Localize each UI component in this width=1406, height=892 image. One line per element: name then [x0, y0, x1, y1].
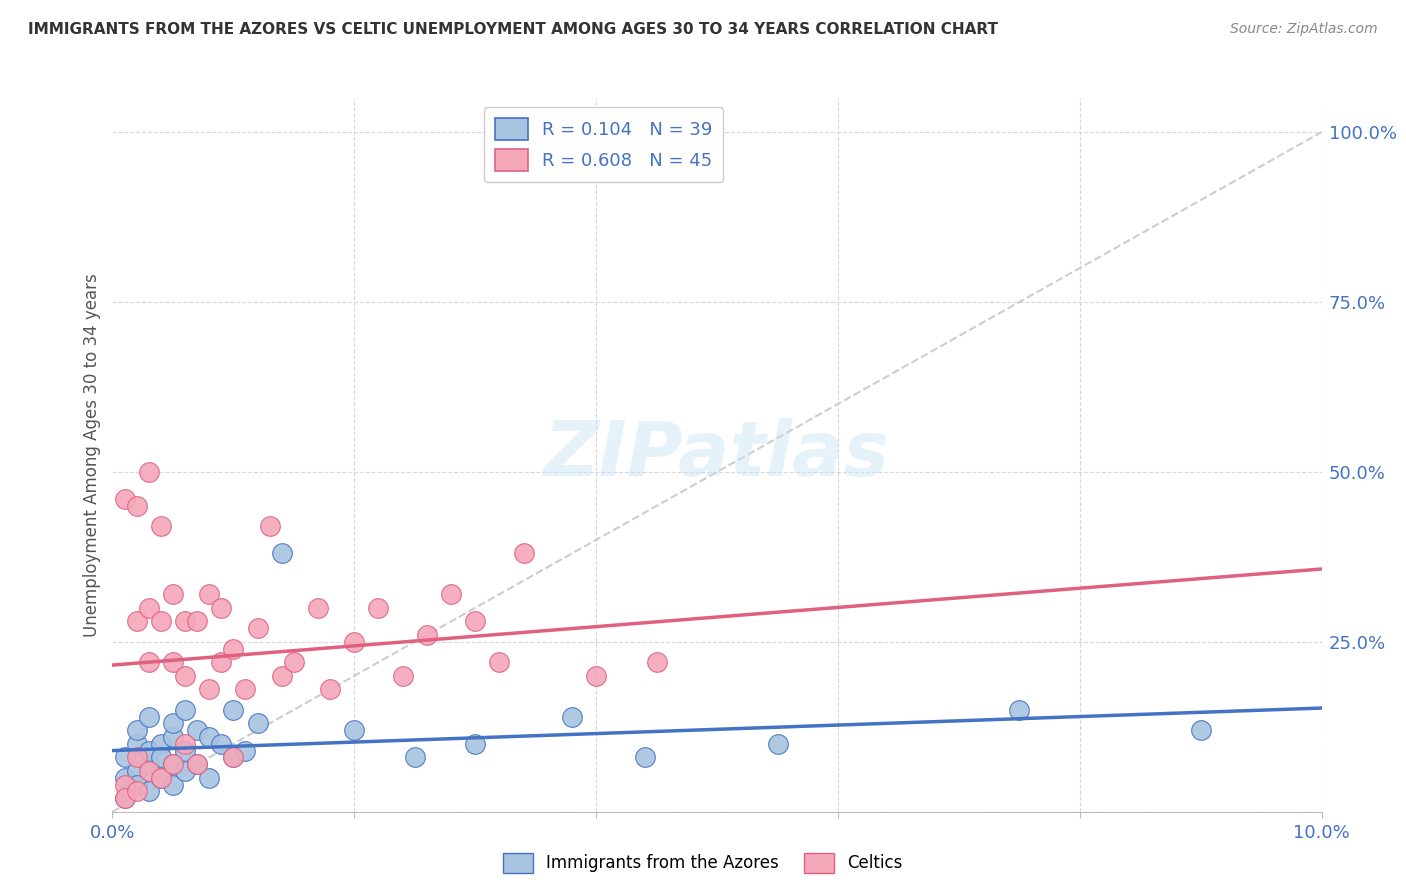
Point [114, 750, 136, 764]
Point [125, 499, 148, 513]
Point [125, 615, 148, 629]
Point [149, 519, 172, 533]
Point [512, 546, 534, 560]
Point [162, 587, 184, 601]
Point [1008, 703, 1031, 717]
Point [114, 492, 136, 507]
Text: IMMIGRANTS FROM THE AZORES VS CELTIC UNEMPLOYMENT AMONG AGES 30 TO 34 YEARS CORR: IMMIGRANTS FROM THE AZORES VS CELTIC UNE… [28, 22, 998, 37]
Point [174, 743, 197, 757]
Point [235, 743, 257, 757]
Point [391, 669, 413, 683]
Point [138, 757, 160, 772]
Point [125, 784, 148, 798]
Point [125, 750, 148, 764]
Point [114, 771, 136, 785]
Legend: R = 0.104   N = 39, R = 0.608   N = 45: R = 0.104 N = 39, R = 0.608 N = 45 [484, 107, 723, 182]
Text: ZIPatlas: ZIPatlas [544, 418, 890, 491]
Point [125, 764, 148, 778]
Point [149, 771, 172, 785]
Point [367, 600, 389, 615]
Point [488, 655, 510, 669]
Point [198, 587, 221, 601]
Point [209, 655, 232, 669]
Point [259, 519, 281, 533]
Point [1189, 723, 1212, 738]
Point [162, 757, 184, 772]
Point [464, 737, 486, 751]
Point [174, 669, 197, 683]
Point [162, 730, 184, 744]
Point [246, 621, 269, 635]
Point [585, 669, 607, 683]
Point [125, 737, 148, 751]
Point [464, 615, 486, 629]
Point [766, 737, 789, 751]
Point [246, 716, 269, 731]
Point [198, 771, 221, 785]
Point [198, 682, 221, 697]
Point [319, 682, 342, 697]
Y-axis label: Unemployment Among Ages 30 to 34 years: Unemployment Among Ages 30 to 34 years [83, 273, 101, 637]
Point [149, 737, 172, 751]
Point [114, 791, 136, 805]
Point [174, 615, 197, 629]
Point [162, 716, 184, 731]
Point [198, 730, 221, 744]
Point [138, 764, 160, 778]
Point [222, 750, 245, 764]
Point [186, 723, 208, 738]
Legend: Immigrants from the Azores, Celtics: Immigrants from the Azores, Celtics [496, 847, 910, 880]
Point [270, 669, 292, 683]
Point [138, 784, 160, 798]
Point [343, 723, 366, 738]
Point [138, 709, 160, 723]
Point [440, 587, 463, 601]
Point [186, 757, 208, 772]
Point [114, 791, 136, 805]
Point [138, 600, 160, 615]
Point [209, 600, 232, 615]
Point [235, 682, 257, 697]
Point [138, 655, 160, 669]
Point [561, 709, 583, 723]
Point [222, 703, 245, 717]
Point [186, 757, 208, 772]
Point [162, 778, 184, 792]
Point [404, 750, 426, 764]
Point [125, 778, 148, 792]
Point [138, 743, 160, 757]
Point [222, 641, 245, 656]
Point [149, 615, 172, 629]
Point [174, 737, 197, 751]
Point [125, 723, 148, 738]
Point [307, 600, 329, 615]
Point [114, 778, 136, 792]
Point [174, 703, 197, 717]
Point [222, 750, 245, 764]
Point [149, 771, 172, 785]
Point [343, 635, 366, 649]
Point [162, 757, 184, 772]
Point [416, 628, 439, 642]
Point [270, 546, 292, 560]
Point [209, 737, 232, 751]
Point [138, 465, 160, 479]
Point [174, 764, 197, 778]
Point [645, 655, 668, 669]
Point [186, 615, 208, 629]
Point [162, 655, 184, 669]
Point [149, 750, 172, 764]
Text: Source: ZipAtlas.com: Source: ZipAtlas.com [1230, 22, 1378, 37]
Point [633, 750, 655, 764]
Point [283, 655, 305, 669]
